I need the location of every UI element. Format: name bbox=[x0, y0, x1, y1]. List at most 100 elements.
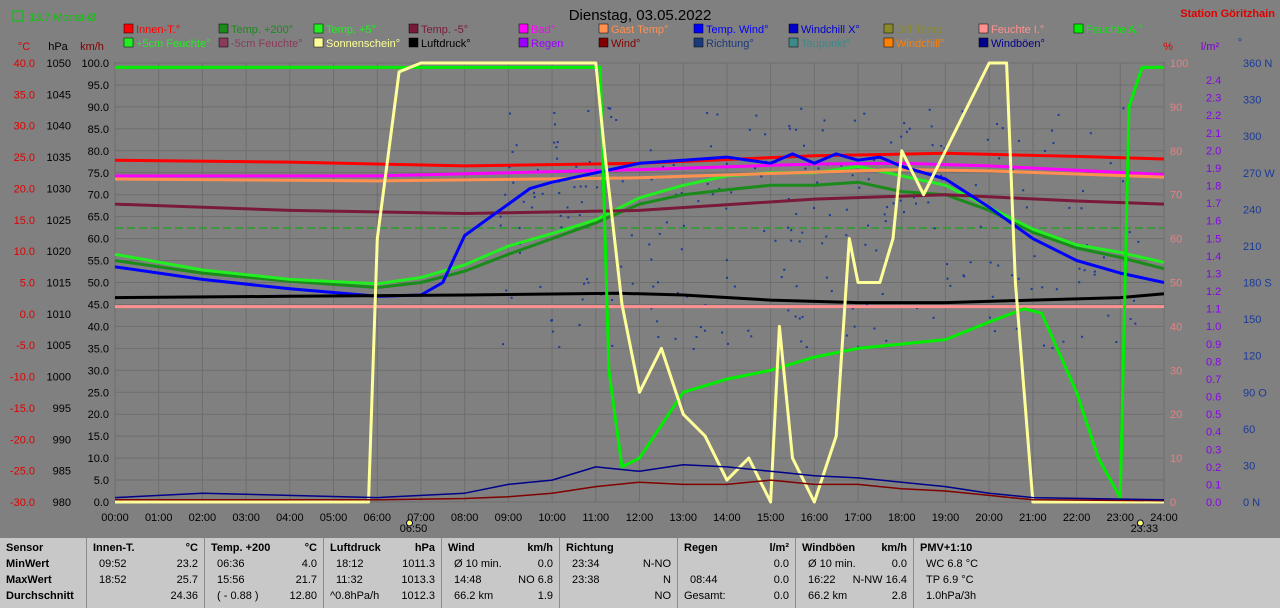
direction-sample bbox=[969, 261, 972, 264]
legend-label: +5cm Feuchte° bbox=[136, 38, 210, 50]
lm2-tick-label: 1.8 bbox=[1206, 181, 1221, 193]
time-tick-label: 21:00 bbox=[1019, 512, 1047, 524]
direction-sample bbox=[1082, 190, 1085, 193]
direction-sample bbox=[1132, 299, 1135, 302]
direction-sample bbox=[658, 232, 661, 235]
series-line-12 bbox=[114, 463, 1165, 501]
lm2-tick-label: 0.7 bbox=[1206, 374, 1221, 386]
direction-sample bbox=[902, 211, 905, 214]
legend-swatch bbox=[218, 37, 229, 48]
direction-sample bbox=[1122, 107, 1125, 110]
direction-sample bbox=[584, 185, 587, 188]
direction-sample bbox=[900, 135, 903, 138]
direction-sample bbox=[539, 285, 542, 288]
direction-sample bbox=[650, 258, 653, 261]
innen-title: Innen-T. bbox=[93, 542, 135, 554]
lm2-tick-label: 2.4 bbox=[1206, 75, 1221, 87]
direction-sample bbox=[1083, 269, 1086, 272]
direction-sample bbox=[1011, 274, 1014, 277]
pct-tick-label: 50 bbox=[1170, 278, 1182, 290]
time-tick-label: 13:00 bbox=[669, 512, 697, 524]
direction-sample bbox=[903, 122, 906, 125]
time-tick-label: 03:00 bbox=[232, 512, 260, 524]
kmh-tick-label: 100.0 bbox=[81, 58, 109, 70]
direction-sample bbox=[1062, 340, 1065, 343]
direction-sample bbox=[518, 226, 521, 229]
windboeen-unit: km/h bbox=[881, 542, 907, 554]
richtung-max-value: N bbox=[663, 574, 671, 586]
direction-sample bbox=[578, 214, 581, 217]
direction-sample bbox=[1078, 281, 1081, 284]
direction-sample bbox=[510, 296, 513, 299]
series-line-9 bbox=[115, 65, 1164, 500]
direction-sample bbox=[795, 285, 798, 288]
direction-sample bbox=[851, 174, 854, 177]
pct-tick-label: 80 bbox=[1170, 146, 1182, 158]
temp-tick-label: -5.0 bbox=[16, 340, 35, 352]
direction-sample bbox=[885, 339, 888, 342]
hpa-tick-label: 995 bbox=[53, 403, 71, 415]
pct-tick-label: 100 bbox=[1170, 58, 1188, 70]
direction-sample bbox=[989, 261, 992, 264]
direction-sample bbox=[680, 192, 683, 195]
direction-sample bbox=[748, 128, 751, 131]
direction-sample bbox=[587, 281, 590, 284]
dir-tick-label: 180 S bbox=[1243, 278, 1272, 290]
direction-sample bbox=[1078, 267, 1081, 270]
kmh-tick-label: 10.0 bbox=[88, 453, 109, 465]
direction-sample bbox=[863, 112, 866, 115]
direction-sample bbox=[656, 320, 659, 323]
direction-sample bbox=[817, 167, 820, 170]
direction-sample bbox=[579, 185, 582, 188]
legend-swatch bbox=[693, 23, 704, 34]
direction-sample bbox=[755, 114, 758, 117]
legend-label: Gast Temp° bbox=[611, 24, 668, 36]
direction-sample bbox=[587, 109, 590, 112]
lm2-tick-label: 0.9 bbox=[1206, 339, 1221, 351]
windboeen-max-time: 16:22 bbox=[808, 574, 836, 586]
direction-sample bbox=[1134, 322, 1137, 325]
time-tick-label: 02:00 bbox=[189, 512, 217, 524]
direction-sample bbox=[558, 346, 561, 349]
pct-tick-label: 10 bbox=[1170, 453, 1182, 465]
pct-tick-label: 70 bbox=[1170, 190, 1182, 202]
direction-sample bbox=[1081, 335, 1084, 338]
legend-swatch bbox=[313, 37, 324, 48]
legend-label: Innen-T.° bbox=[136, 24, 180, 36]
kmh-tick-label: 90.0 bbox=[88, 102, 109, 114]
lm2-tick-label: 0.6 bbox=[1206, 392, 1221, 404]
direction-sample bbox=[1055, 288, 1058, 291]
legend-label: Feuchte I.° bbox=[991, 24, 1044, 36]
legend-swatch bbox=[788, 23, 799, 34]
direction-sample bbox=[650, 178, 653, 181]
direction-sample bbox=[866, 303, 869, 306]
luftdruck-trend: ^0.8hPa/h bbox=[330, 590, 380, 602]
direction-sample bbox=[721, 331, 724, 334]
hpa-tick-label: 1020 bbox=[47, 246, 71, 258]
direction-sample bbox=[511, 151, 514, 154]
direction-sample bbox=[567, 216, 570, 219]
direction-sample bbox=[912, 196, 915, 199]
kmh-tick-label: 70.0 bbox=[88, 190, 109, 202]
legend-swatch bbox=[693, 37, 704, 48]
direction-sample bbox=[962, 274, 965, 277]
time-tick-label: 18:00 bbox=[888, 512, 916, 524]
direction-sample bbox=[764, 133, 767, 136]
direction-sample bbox=[1115, 341, 1118, 344]
direction-sample bbox=[1025, 206, 1028, 209]
pmv-windchill: WC 6.8 °C bbox=[926, 558, 979, 570]
direction-sample bbox=[813, 207, 816, 210]
direction-sample bbox=[674, 337, 677, 340]
direction-sample bbox=[963, 275, 966, 278]
direction-sample bbox=[905, 130, 908, 133]
luftdruck-avg-value: 1012.3 bbox=[401, 590, 435, 602]
temp-tick-label: 35.0 bbox=[14, 89, 35, 101]
direction-sample bbox=[726, 276, 729, 279]
direction-sample bbox=[573, 186, 576, 189]
lm2-tick-label: 1.0 bbox=[1206, 321, 1221, 333]
legend-label: Richtung° bbox=[706, 38, 754, 50]
pct-tick-label: 60 bbox=[1170, 234, 1182, 246]
hpa-tick-label: 1050 bbox=[47, 58, 71, 70]
hpa-tick-label: 985 bbox=[53, 466, 71, 478]
temp-tick-label: -30.0 bbox=[10, 497, 35, 509]
